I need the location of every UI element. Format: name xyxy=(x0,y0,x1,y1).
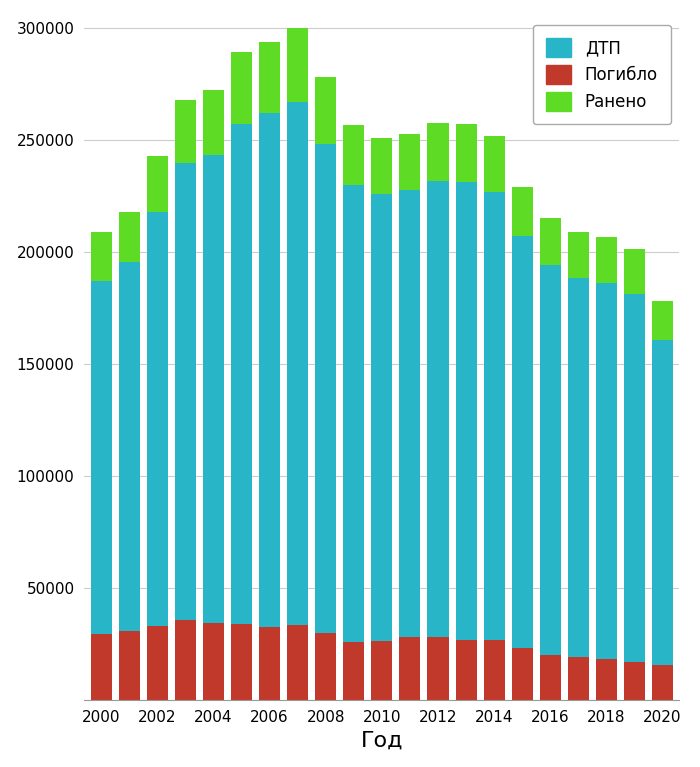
Bar xyxy=(315,633,336,700)
Bar xyxy=(568,232,589,278)
Bar xyxy=(315,143,336,633)
Bar xyxy=(343,125,364,186)
Bar xyxy=(90,281,111,634)
Bar xyxy=(400,637,421,700)
Bar xyxy=(456,640,477,700)
Bar xyxy=(596,660,617,700)
Bar xyxy=(624,662,645,700)
X-axis label: Год: Год xyxy=(360,730,403,750)
Bar xyxy=(119,630,140,700)
Bar xyxy=(484,640,505,700)
Bar xyxy=(343,642,364,700)
Bar xyxy=(568,657,589,700)
Bar xyxy=(540,265,561,654)
Legend: ДТП, Погибло, Ранено: ДТП, Погибло, Ранено xyxy=(533,25,671,124)
Bar xyxy=(287,625,308,700)
Bar xyxy=(315,77,336,143)
Bar xyxy=(512,648,533,700)
Bar xyxy=(624,249,645,294)
Bar xyxy=(119,212,140,262)
Bar xyxy=(512,186,533,236)
Bar xyxy=(203,91,224,156)
Bar xyxy=(259,41,280,114)
Bar xyxy=(484,136,505,193)
Bar xyxy=(400,133,421,189)
Bar xyxy=(540,219,561,265)
Bar xyxy=(231,123,252,624)
Bar xyxy=(175,621,196,700)
Bar xyxy=(119,262,140,630)
Bar xyxy=(90,634,111,700)
Bar xyxy=(147,626,168,700)
Bar xyxy=(147,212,168,626)
Bar xyxy=(371,137,393,194)
Bar xyxy=(175,163,196,621)
Bar xyxy=(231,624,252,700)
Bar xyxy=(652,340,673,665)
Bar xyxy=(596,237,617,282)
Bar xyxy=(596,282,617,660)
Bar xyxy=(343,186,364,642)
Bar xyxy=(624,294,645,662)
Bar xyxy=(428,123,449,181)
Bar xyxy=(400,189,421,637)
Bar xyxy=(287,101,308,625)
Bar xyxy=(147,156,168,212)
Bar xyxy=(456,124,477,183)
Bar xyxy=(484,193,505,640)
Bar xyxy=(175,100,196,163)
Bar xyxy=(231,52,252,123)
Bar xyxy=(512,236,533,648)
Bar xyxy=(259,114,280,627)
Bar xyxy=(203,156,224,623)
Bar xyxy=(456,183,477,640)
Bar xyxy=(428,637,449,700)
Bar xyxy=(371,640,393,700)
Bar xyxy=(90,232,111,281)
Bar xyxy=(652,301,673,340)
Bar xyxy=(652,665,673,700)
Bar xyxy=(371,194,393,640)
Bar xyxy=(540,654,561,700)
Bar xyxy=(259,627,280,700)
Bar xyxy=(287,28,308,101)
Bar xyxy=(568,278,589,657)
Bar xyxy=(203,623,224,700)
Bar xyxy=(428,181,449,637)
